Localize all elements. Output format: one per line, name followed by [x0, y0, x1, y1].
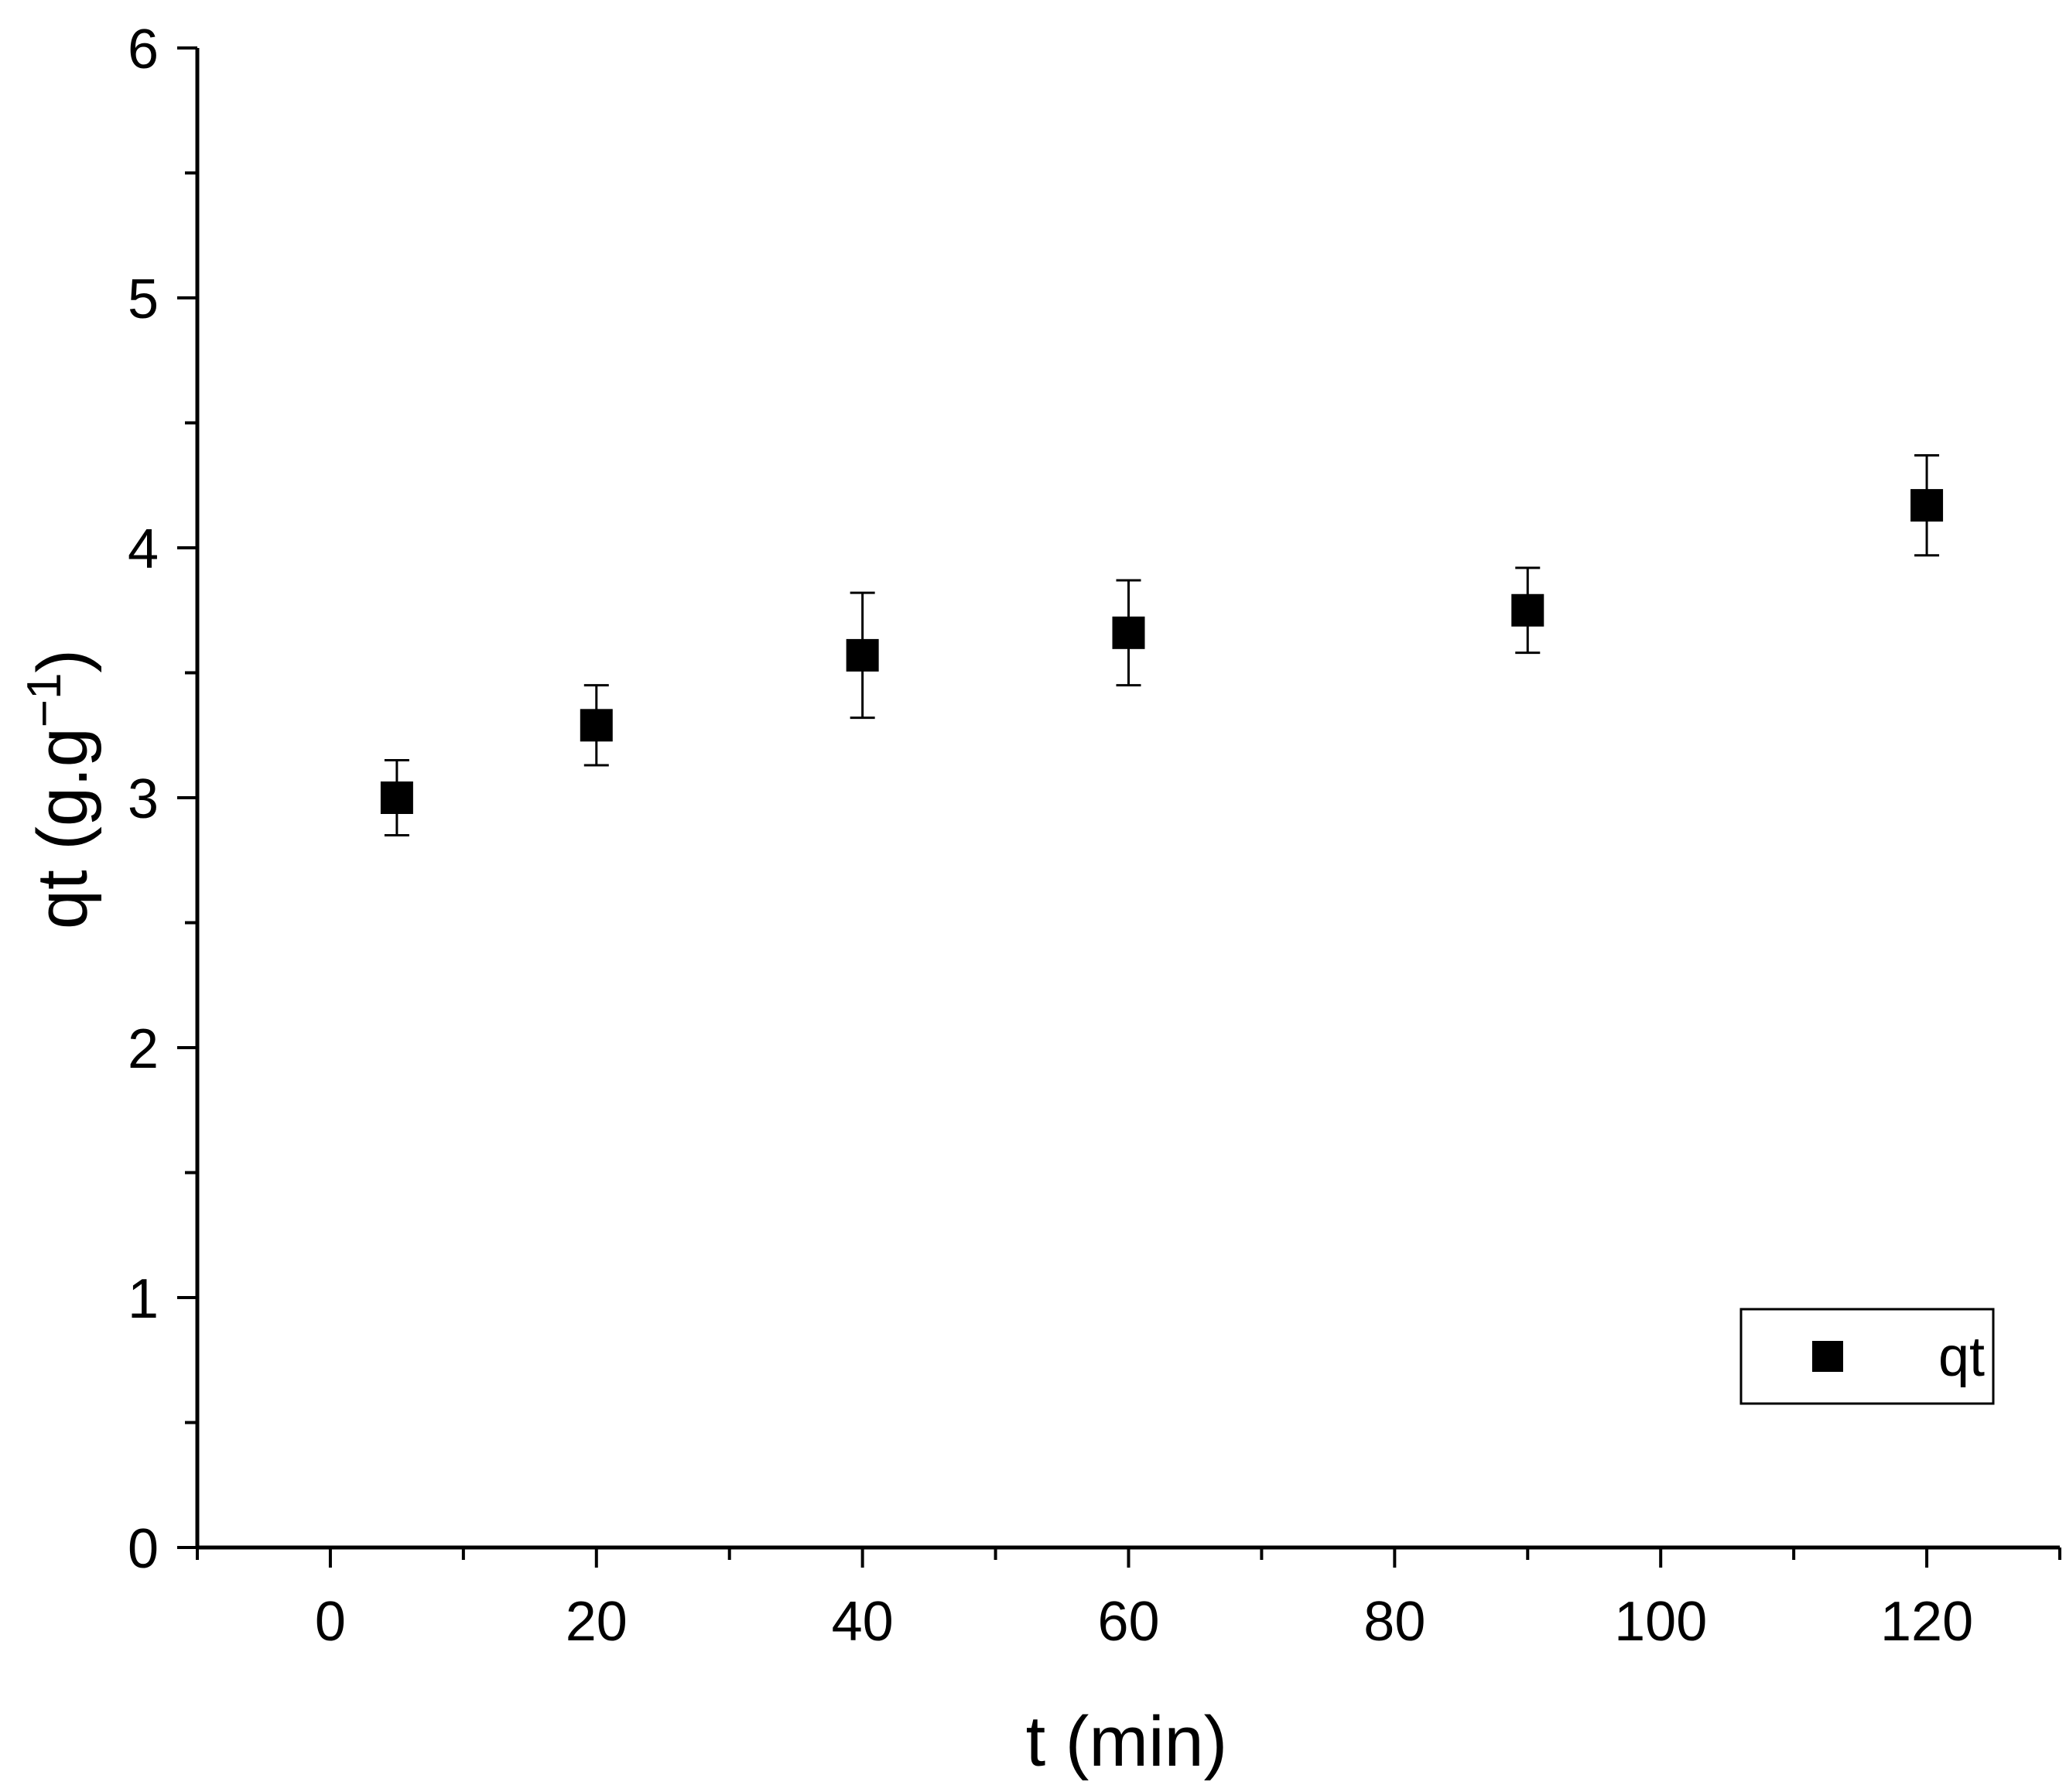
x-tick-label: 100: [1614, 1591, 1707, 1653]
data-point: [580, 709, 613, 742]
x-tick-label: 0: [315, 1591, 346, 1653]
y-tick-label: 0: [128, 1518, 159, 1580]
legend-label-qt: qt: [1938, 1326, 1985, 1388]
x-tick-label: 40: [832, 1591, 894, 1653]
y-axis-title-superscript: −1: [18, 673, 71, 728]
data-point: [1511, 593, 1544, 627]
y-tick-label: 2: [128, 1018, 159, 1080]
data-point: [1910, 489, 1944, 522]
data-point: [1112, 616, 1145, 649]
legend: qt: [1739, 1308, 1995, 1405]
y-tick-label: 5: [128, 268, 159, 330]
x-tick-label: 120: [1880, 1591, 1973, 1653]
y-axis-title: qt (g.g−1): [18, 649, 103, 929]
x-tick-label: 80: [1363, 1591, 1425, 1653]
y-tick-label: 3: [128, 768, 159, 830]
x-tick-label: 60: [1097, 1591, 1159, 1653]
y-axis-title-main: qt (g.g: [23, 727, 102, 929]
data-point: [846, 638, 879, 672]
y-tick-label: 6: [128, 19, 159, 80]
y-axis-title-close: ): [23, 649, 102, 673]
y-tick-label: 4: [128, 518, 159, 580]
y-tick-label: 1: [128, 1268, 159, 1330]
legend-box: [1739, 1308, 1995, 1405]
data-point: [380, 781, 413, 814]
plot-layer: 0 20 40 60 80 100 120 0 1 2 3 4 5 6: [128, 19, 2061, 1653]
x-axis-title: t (min): [1026, 1702, 1228, 1781]
legend-marker-qt: [1812, 1341, 1843, 1372]
x-tick-label: 20: [566, 1591, 628, 1653]
